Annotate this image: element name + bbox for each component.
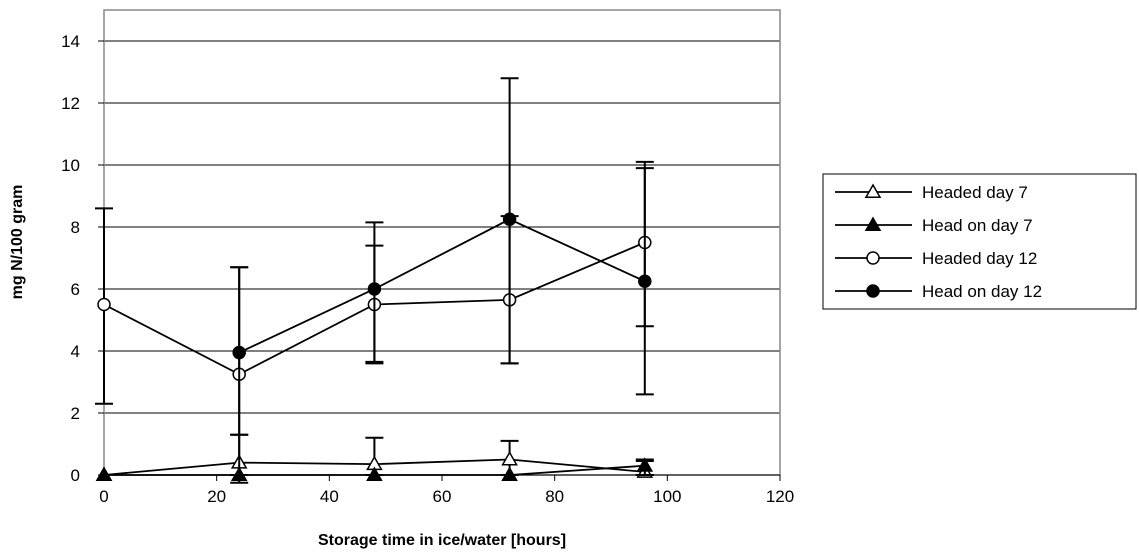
series-line [238,218,646,354]
legend-marker [866,251,880,265]
y-axis: 0 2 4 6 8 10 12 14 [61,32,104,485]
series-layer [95,77,654,484]
y-tick-label: 12 [61,94,80,113]
data-point [232,345,246,360]
data-point [501,450,518,466]
x-tick-label: 0 [99,487,108,506]
legend-item: Head on day 12 [835,282,1042,301]
legend-marker [866,284,880,298]
grid-lines [104,40,780,414]
y-tick-label: 6 [71,280,80,299]
legend-label: Head on day 12 [922,282,1042,301]
y-axis-title: mg N/100 gram [9,185,26,300]
y-tick-label: 2 [71,404,80,423]
legend-marker [864,216,882,231]
series-4 [230,167,654,476]
x-tick-label: 20 [207,487,226,506]
data-point [367,282,382,296]
legend-label: Headed day 7 [922,183,1028,202]
x-axis-title: Storage time in ice/water [hours] [318,532,566,549]
x-tick-label: 80 [545,487,564,506]
legend-marker [864,183,882,198]
legend-item: Headed day 12 [835,249,1037,268]
data-point [97,297,111,312]
plot-area-frame [103,9,781,476]
data-point [502,212,517,226]
y-tick-label: 4 [71,342,80,361]
y-tick-label: 0 [71,466,80,485]
data-point [501,466,518,481]
legend-label: Head on day 7 [922,216,1033,235]
y-tick-label: 14 [61,32,80,51]
x-tick-label: 120 [766,487,794,506]
y-tick-label: 10 [61,156,80,175]
x-tick-label: 40 [320,487,339,506]
legend: Headed day 7 Head on day 7 Headed day 12 He… [822,173,1137,310]
data-point [636,457,654,472]
data-point [95,466,113,481]
x-axis: 0 20 40 60 80 100 120 [99,474,794,506]
legend-item: Head on day 7 [835,216,1033,235]
y-tick-label: 8 [71,218,80,237]
legend-item: Headed day 7 [835,183,1028,202]
x-tick-label: 60 [433,487,452,506]
data-point [638,274,652,288]
data-point [366,466,383,481]
legend-label: Headed day 12 [922,249,1037,268]
x-tick-label: 100 [653,487,681,506]
